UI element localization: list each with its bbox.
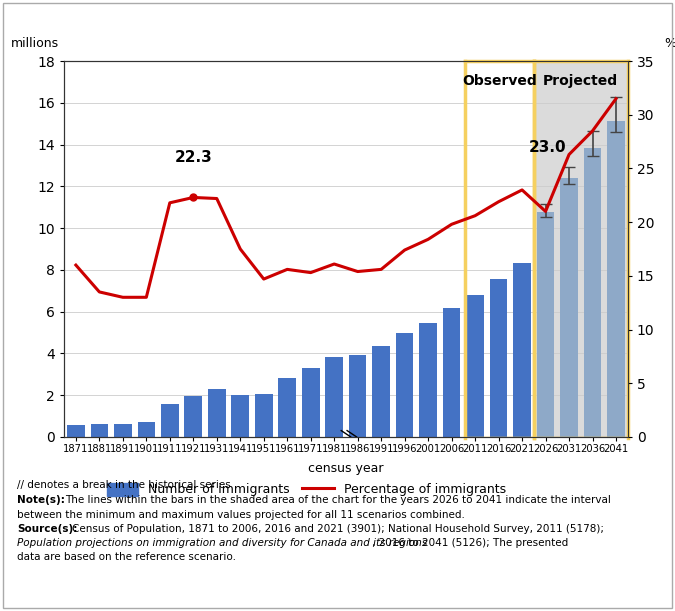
Text: data are based on the reference scenario.: data are based on the reference scenario… xyxy=(17,552,236,562)
Text: Note(s):: Note(s): xyxy=(17,495,65,505)
Text: %: % xyxy=(664,37,675,50)
Bar xyxy=(608,120,625,437)
Text: // denotes a break in the historical series: // denotes a break in the historical ser… xyxy=(17,480,231,489)
Bar xyxy=(232,395,249,437)
Bar xyxy=(302,368,319,437)
Bar xyxy=(534,61,628,437)
Bar xyxy=(490,279,508,437)
Bar xyxy=(67,425,84,437)
Bar xyxy=(184,396,202,437)
Bar xyxy=(208,389,225,437)
Bar xyxy=(396,333,414,437)
Bar xyxy=(325,357,343,437)
Text: The lines within the bars in the shaded area of the chart for the years 2026 to : The lines within the bars in the shaded … xyxy=(65,495,612,505)
Bar xyxy=(584,147,601,437)
Bar xyxy=(161,404,179,437)
Bar xyxy=(513,263,531,437)
Bar xyxy=(537,213,554,437)
Text: Census of Population, 1871 to 2006, 2016 and 2021 (3901); National Household Sur: Census of Population, 1871 to 2006, 2016… xyxy=(72,524,604,533)
Bar xyxy=(349,355,367,437)
Bar xyxy=(278,378,296,437)
Bar xyxy=(90,423,108,437)
Text: between the minimum and maximum values projected for all 11 scenarios combined.: between the minimum and maximum values p… xyxy=(17,510,465,519)
Text: Population projections on immigration and diversity for Canada and its regions: Population projections on immigration an… xyxy=(17,538,427,548)
Bar xyxy=(255,394,273,437)
Text: millions: millions xyxy=(11,37,59,50)
Legend: Number of immigrants, Percentage of immigrants: Number of immigrants, Percentage of immi… xyxy=(107,483,506,496)
Text: Projected: Projected xyxy=(543,74,618,87)
Bar xyxy=(466,295,484,437)
Bar xyxy=(114,423,132,437)
Bar xyxy=(138,422,155,437)
X-axis label: census year: census year xyxy=(308,462,383,475)
Text: , 2016 to 2041 (5126); The presented: , 2016 to 2041 (5126); The presented xyxy=(372,538,568,548)
Text: 22.3: 22.3 xyxy=(174,150,212,166)
Text: Observed: Observed xyxy=(462,74,537,87)
Bar xyxy=(560,178,578,437)
Bar xyxy=(443,308,460,437)
Bar xyxy=(419,323,437,437)
Text: Source(s):: Source(s): xyxy=(17,524,77,533)
Text: 23.0: 23.0 xyxy=(529,140,567,155)
Bar xyxy=(373,346,390,437)
